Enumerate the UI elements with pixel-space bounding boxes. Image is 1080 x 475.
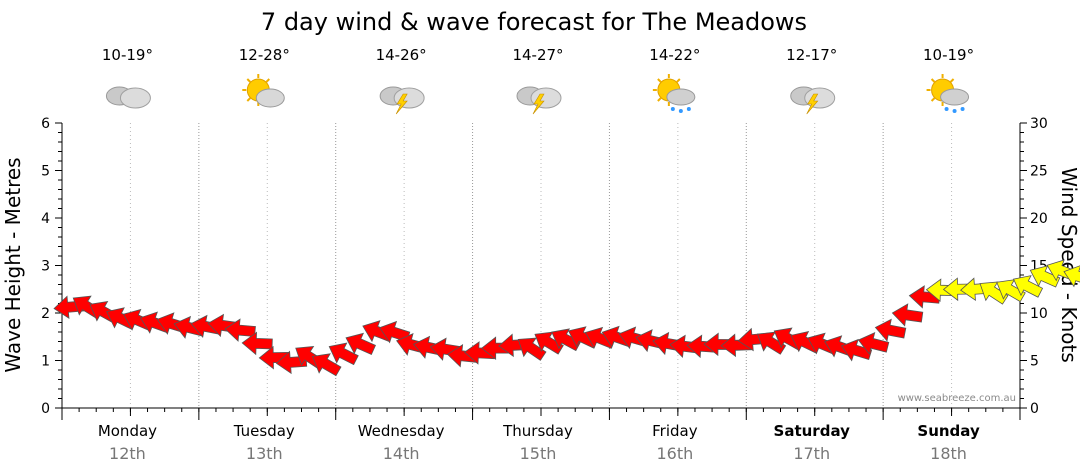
storm-cloud-icon [791, 87, 835, 114]
storm-cloud-icon [380, 87, 424, 114]
grid-lines [129, 123, 953, 408]
y-left-tick-label: 1 [41, 354, 50, 370]
wind-arrow [756, 331, 787, 355]
y-right-tick-label: 10 [1030, 306, 1048, 322]
wind-arrow [311, 353, 342, 377]
date-label: 14th [383, 444, 420, 463]
date-label: 13th [246, 444, 283, 463]
day-labels: Monday 12th Tuesday 13th Wednesday 14th Thursd… [98, 422, 980, 463]
wind-arrow [241, 331, 273, 356]
y-left-tick-label: 3 [41, 259, 50, 275]
y-right-tick-label: 0 [1030, 401, 1039, 417]
temp-label: 14-27° [512, 46, 563, 64]
wind-arrow [328, 342, 359, 366]
wind-arrow [874, 318, 907, 342]
wind-arrow [551, 328, 582, 352]
y-right-tick-label: 20 [1030, 211, 1048, 227]
day-label: Sunday [917, 422, 980, 440]
wind-arrow [345, 332, 376, 356]
temp-label: 12-28° [239, 46, 290, 64]
credit-text: www.seabreeze.com.au [898, 393, 1016, 404]
y-left-tick-label: 6 [41, 116, 50, 132]
wind-arrow [1012, 275, 1044, 298]
sun-rain-icon [927, 74, 969, 113]
wind-arrow [891, 303, 924, 327]
day-label: Wednesday [358, 422, 445, 440]
storm-cloud-icon [517, 87, 561, 114]
x-axis-ticks [61, 408, 1021, 420]
chart-title: 7 day wind & wave forecast for The Meado… [261, 8, 807, 36]
day-label: Saturday [774, 422, 851, 440]
weather-icons [105, 74, 969, 114]
wind-arrow [1029, 265, 1061, 288]
cloud-icon [105, 86, 151, 109]
y-left-tick-label: 0 [41, 401, 50, 417]
temp-label: 14-26° [376, 46, 427, 64]
sun-cloud-icon [242, 74, 284, 107]
temp-label: 10-19° [102, 46, 153, 64]
y-right-tick-label: 30 [1030, 116, 1048, 132]
wind-arrow [840, 338, 873, 362]
wind-arrow [1063, 264, 1080, 288]
date-label: 16th [656, 444, 693, 463]
wind-arrow [224, 318, 256, 342]
wind-arrows [53, 259, 1080, 377]
sun-rain-icon [653, 74, 695, 113]
y-right-tick-label: 5 [1030, 354, 1039, 370]
right-axis-label: Wind Speed - Knots [1057, 167, 1080, 363]
left-axis-label: Wave Height - Metres [1, 157, 25, 372]
y-left-tick-label: 5 [41, 164, 50, 180]
wind-arrow [517, 337, 547, 361]
day-label: Thursday [502, 422, 573, 440]
y-right-tick-label: 25 [1030, 164, 1048, 180]
day-label: Friday [652, 422, 698, 440]
date-label: 17th [793, 444, 830, 463]
left-axis-ticks: 0 1 2 3 4 5 6 [41, 116, 62, 417]
date-label: 18th [930, 444, 967, 463]
wind-arrow [857, 332, 890, 355]
temp-label: 12-17° [786, 46, 837, 64]
date-label: 15th [520, 444, 557, 463]
date-label: 12th [109, 444, 146, 463]
day-label: Monday [98, 422, 157, 440]
y-left-tick-label: 2 [41, 306, 50, 322]
temperature-labels: 10-19° 12-28° 14-26° 14-27° 14-22° 12-17° 10-1… [102, 46, 974, 64]
y-left-tick-label: 4 [41, 211, 50, 227]
day-label: Tuesday [233, 422, 295, 440]
temp-label: 10-19° [923, 46, 974, 64]
temp-label: 14-22° [649, 46, 700, 64]
